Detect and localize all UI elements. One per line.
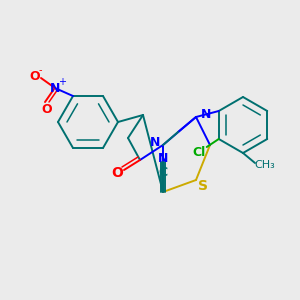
Text: N: N bbox=[50, 82, 60, 94]
Text: -: - bbox=[38, 65, 42, 75]
Text: O: O bbox=[30, 70, 40, 83]
Text: Cl: Cl bbox=[192, 146, 206, 158]
Text: N: N bbox=[201, 109, 211, 122]
Text: S: S bbox=[198, 179, 208, 193]
Text: C: C bbox=[158, 166, 168, 178]
Text: +: + bbox=[58, 77, 66, 87]
Text: N: N bbox=[150, 136, 160, 149]
Text: O: O bbox=[111, 166, 123, 180]
Text: O: O bbox=[42, 103, 52, 116]
Text: CH₃: CH₃ bbox=[255, 160, 275, 170]
Text: N: N bbox=[158, 152, 168, 164]
